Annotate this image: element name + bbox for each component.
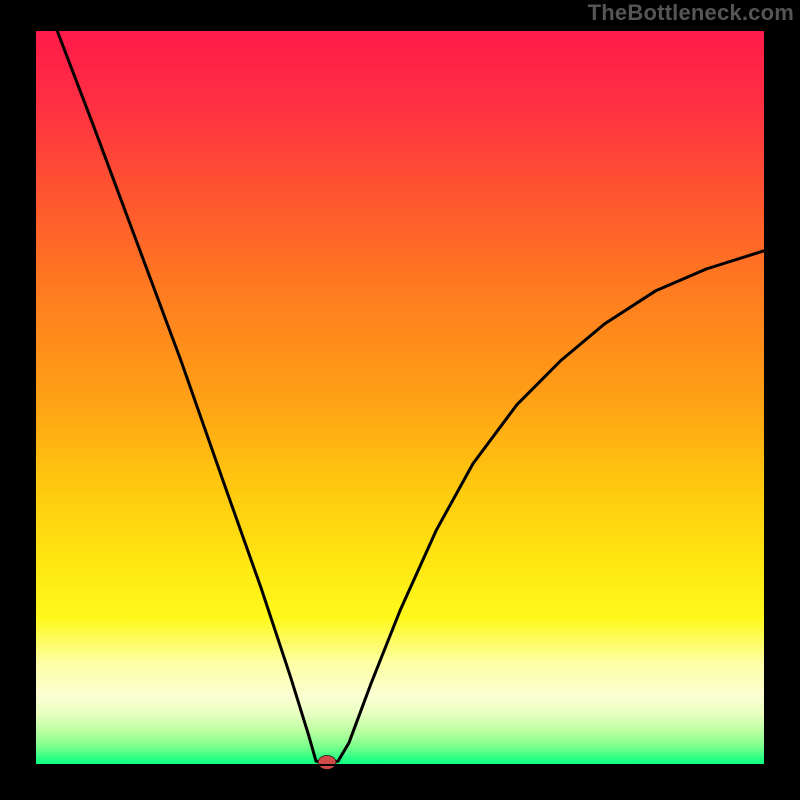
optimal-marker (318, 755, 336, 769)
bottleneck-chart (0, 0, 800, 800)
watermark-text: TheBottleneck.com (588, 0, 794, 26)
plot-gradient-background (35, 30, 765, 765)
